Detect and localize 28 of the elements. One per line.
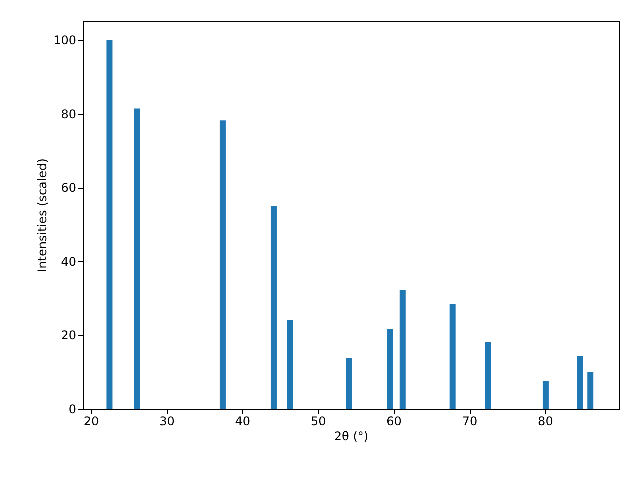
bar xyxy=(346,358,352,409)
bar xyxy=(588,372,594,409)
y-tick-label: 40 xyxy=(61,254,76,269)
bar xyxy=(270,206,277,409)
bar xyxy=(577,356,584,409)
x-tick-label: 70 xyxy=(462,414,478,428)
x-tick-label: 50 xyxy=(310,414,326,428)
y-tick-label: 0 xyxy=(68,402,76,416)
y-axis-title: Intensities (scaled) xyxy=(36,158,50,272)
bar xyxy=(134,108,140,409)
y-tick-label: 60 xyxy=(61,181,76,196)
y-tick-label: 80 xyxy=(61,107,76,122)
x-tick-label: 80 xyxy=(538,414,554,428)
x-tick-label: 20 xyxy=(84,414,100,428)
x-tick-label: 40 xyxy=(235,414,251,428)
bar xyxy=(542,381,549,409)
x-axis-title: 2θ (°) xyxy=(334,430,369,444)
x-tick-label: 60 xyxy=(386,414,402,428)
bar xyxy=(400,290,406,409)
y-tick-label: 100 xyxy=(54,34,76,48)
bar xyxy=(106,40,113,409)
bar xyxy=(287,320,294,409)
bar xyxy=(220,120,226,409)
bar xyxy=(387,329,394,409)
x-tick-label: 30 xyxy=(160,414,175,428)
y-tick-label: 20 xyxy=(61,328,76,343)
bar xyxy=(450,304,456,409)
bar xyxy=(485,342,492,409)
